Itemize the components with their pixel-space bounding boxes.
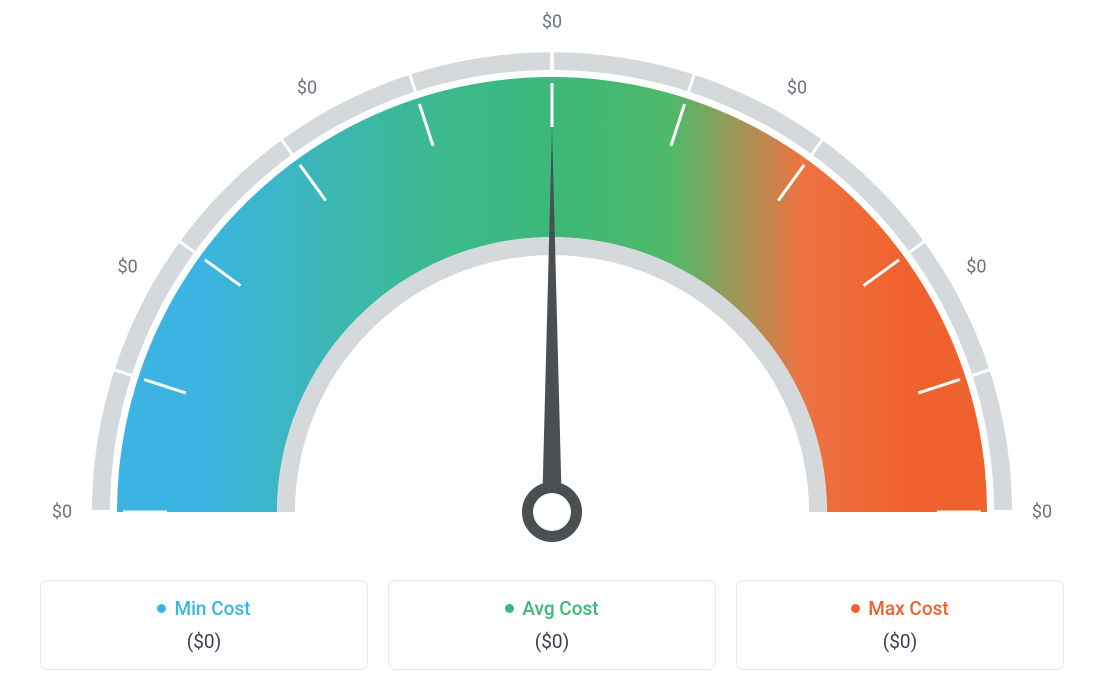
legend-label-max: Max Cost bbox=[868, 597, 948, 620]
gauge-tick-label: $0 bbox=[1032, 502, 1052, 523]
gauge-chart: $0 $0 $0 $0 $0 $0 $0 bbox=[0, 0, 1104, 560]
legend-card-avg: Avg Cost ($0) bbox=[388, 580, 716, 670]
legend-title-avg: Avg Cost bbox=[505, 597, 598, 620]
legend-value-avg: ($0) bbox=[401, 630, 703, 653]
legend-card-max: Max Cost ($0) bbox=[736, 580, 1064, 670]
gauge-tick-label: $0 bbox=[297, 77, 317, 98]
gauge-tick-label: $0 bbox=[787, 77, 807, 98]
legend-dot-avg bbox=[505, 604, 514, 613]
gauge-svg bbox=[0, 0, 1104, 560]
gauge-tick-label: $0 bbox=[966, 257, 986, 278]
legend-value-min: ($0) bbox=[53, 630, 355, 653]
legend-dot-max bbox=[851, 604, 860, 613]
legend-title-min: Min Cost bbox=[157, 597, 250, 620]
legend-dot-min bbox=[157, 604, 166, 613]
legend-label-min: Min Cost bbox=[174, 597, 250, 620]
legend-label-avg: Avg Cost bbox=[522, 597, 598, 620]
legend-value-max: ($0) bbox=[749, 630, 1051, 653]
legend-card-min: Min Cost ($0) bbox=[40, 580, 368, 670]
gauge-tick-label: $0 bbox=[118, 257, 138, 278]
gauge-tick-label: $0 bbox=[542, 12, 562, 33]
legend-row: Min Cost ($0) Avg Cost ($0) Max Cost ($0… bbox=[40, 580, 1064, 670]
gauge-tick-label: $0 bbox=[52, 502, 72, 523]
legend-title-max: Max Cost bbox=[851, 597, 948, 620]
